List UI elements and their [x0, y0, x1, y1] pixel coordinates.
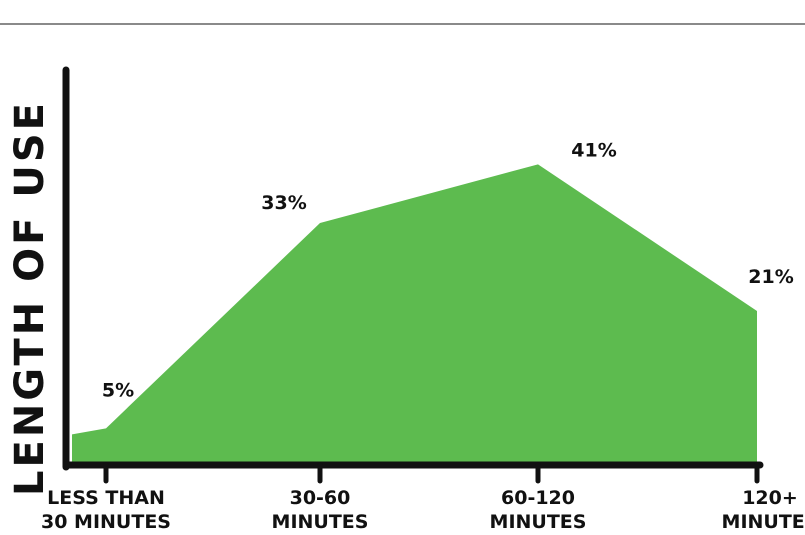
x-tick-label-line: MINUTES: [722, 511, 805, 533]
area-fill: [72, 164, 757, 466]
data-label: 5%: [102, 379, 134, 401]
data-labels: 5% 33% 41% 21%: [102, 139, 794, 401]
y-axis-title: LENGTH OF USE: [7, 100, 53, 496]
x-tick-label-line: MINUTES: [490, 511, 587, 533]
x-tick-label-line: LESS THAN: [47, 487, 165, 509]
x-tick-label: LESS THAN 30 MINUTES: [41, 487, 171, 533]
area-series: [72, 164, 757, 466]
axes: [62, 66, 764, 471]
x-tick-label: 60-120 MINUTES: [490, 487, 587, 533]
data-label: 33%: [261, 192, 306, 214]
data-label: 41%: [571, 139, 616, 161]
x-tick-label: 120+MINUTES: [722, 487, 805, 533]
x-tick-label-line: 30 MINUTES: [41, 511, 171, 533]
x-tick-label-line: 60-120: [501, 487, 575, 509]
data-label: 21%: [748, 266, 793, 288]
x-tick-label-line: MINUTES: [272, 511, 369, 533]
x-tick-label-line: 30-60: [290, 487, 351, 509]
x-tick-label-line: 120+: [742, 487, 798, 509]
x-tick-label: 30-60 MINUTES: [272, 487, 369, 533]
